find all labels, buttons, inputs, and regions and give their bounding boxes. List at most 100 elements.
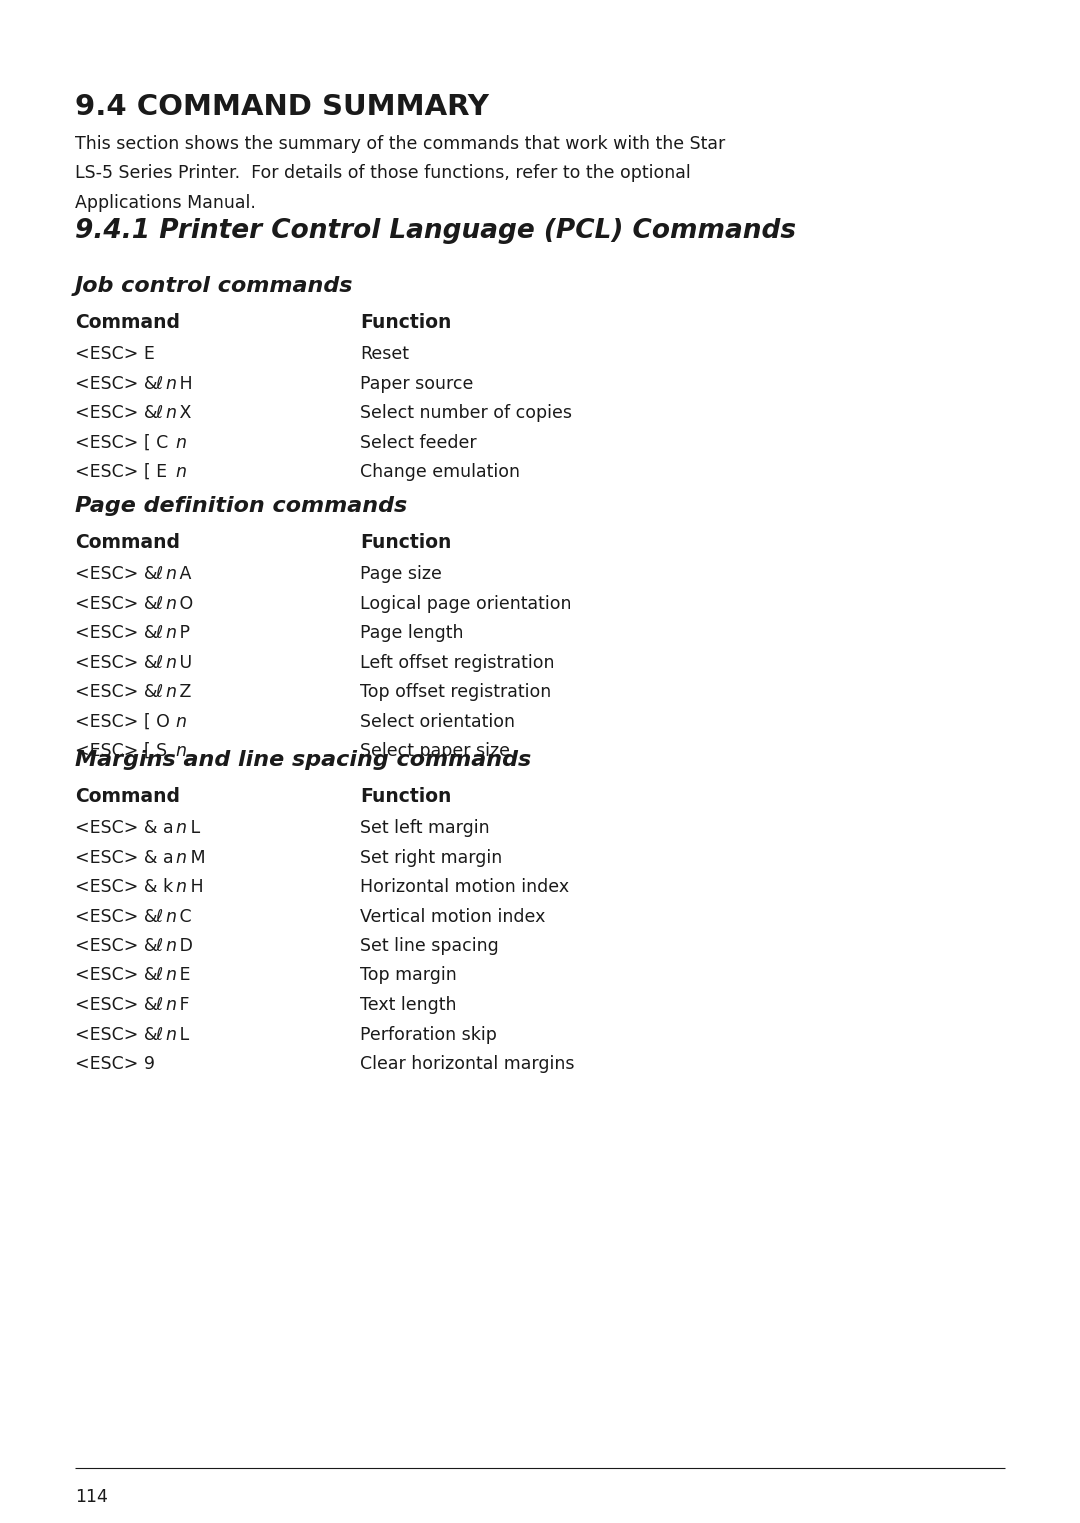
Text: <ESC> &: <ESC> & <box>75 996 163 1014</box>
Text: Select feeder: Select feeder <box>360 434 476 451</box>
Text: n: n <box>165 375 176 393</box>
Text: ℓ: ℓ <box>156 682 163 701</box>
Text: n: n <box>165 594 176 612</box>
Text: n: n <box>165 967 176 984</box>
Text: ℓ: ℓ <box>156 594 163 612</box>
Text: Vertical motion index: Vertical motion index <box>360 908 545 926</box>
Text: Set left margin: Set left margin <box>360 819 489 838</box>
Text: n: n <box>176 877 187 896</box>
Text: Left offset registration: Left offset registration <box>360 653 554 672</box>
Text: Reset: Reset <box>360 346 409 362</box>
Text: n: n <box>176 713 187 731</box>
Text: n: n <box>165 404 176 422</box>
Text: ℓ: ℓ <box>156 565 163 583</box>
Text: Text length: Text length <box>360 996 457 1014</box>
Text: Select paper size: Select paper size <box>360 742 510 760</box>
Text: <ESC> &: <ESC> & <box>75 937 163 955</box>
Text: <ESC> [ S: <ESC> [ S <box>75 742 173 760</box>
Text: P: P <box>174 624 190 643</box>
Text: <ESC> &: <ESC> & <box>75 967 163 984</box>
Text: n: n <box>165 624 176 643</box>
Text: U: U <box>174 653 192 672</box>
Text: n: n <box>165 996 176 1014</box>
Text: ℓ: ℓ <box>156 937 163 955</box>
Text: Logical page orientation: Logical page orientation <box>360 594 571 612</box>
Text: A: A <box>174 565 191 583</box>
Text: Applications Manual.: Applications Manual. <box>75 193 256 212</box>
Text: <ESC> E: <ESC> E <box>75 346 154 362</box>
Text: n: n <box>165 565 176 583</box>
Text: E: E <box>174 967 191 984</box>
Text: Change emulation: Change emulation <box>360 463 519 481</box>
Text: <ESC> &: <ESC> & <box>75 653 163 672</box>
Text: n: n <box>176 434 187 451</box>
Text: n: n <box>165 653 176 672</box>
Text: Function: Function <box>360 787 451 806</box>
Text: <ESC> &: <ESC> & <box>75 404 163 422</box>
Text: Clear horizontal margins: Clear horizontal margins <box>360 1055 575 1074</box>
Text: <ESC> & a: <ESC> & a <box>75 848 179 867</box>
Text: Z: Z <box>174 682 191 701</box>
Text: Page definition commands: Page definition commands <box>75 496 407 516</box>
Text: Job control commands: Job control commands <box>75 276 353 295</box>
Text: Paper source: Paper source <box>360 375 473 393</box>
Text: ℓ: ℓ <box>156 404 163 422</box>
Text: ℓ: ℓ <box>156 653 163 672</box>
Text: Page size: Page size <box>360 565 442 583</box>
Text: C: C <box>174 908 192 926</box>
Text: ℓ: ℓ <box>156 996 163 1014</box>
Text: <ESC> &: <ESC> & <box>75 908 163 926</box>
Text: Set right margin: Set right margin <box>360 848 502 867</box>
Text: <ESC> &: <ESC> & <box>75 624 163 643</box>
Text: <ESC> &: <ESC> & <box>75 375 163 393</box>
Text: n: n <box>165 1025 176 1043</box>
Text: <ESC> &: <ESC> & <box>75 682 163 701</box>
Text: L: L <box>185 819 200 838</box>
Text: n: n <box>165 682 176 701</box>
Text: <ESC> & a: <ESC> & a <box>75 819 179 838</box>
Text: This section shows the summary of the commands that work with the Star: This section shows the summary of the co… <box>75 136 726 152</box>
Text: n: n <box>176 848 187 867</box>
Text: Function: Function <box>360 314 451 332</box>
Text: ℓ: ℓ <box>156 1025 163 1043</box>
Text: Set line spacing: Set line spacing <box>360 937 499 955</box>
Text: LS-5 Series Printer.  For details of those functions, refer to the optional: LS-5 Series Printer. For details of thos… <box>75 164 691 183</box>
Text: H: H <box>174 375 193 393</box>
Text: <ESC> [ C: <ESC> [ C <box>75 434 174 451</box>
Text: n: n <box>176 463 187 481</box>
Text: <ESC> [ E: <ESC> [ E <box>75 463 173 481</box>
Text: n: n <box>176 819 187 838</box>
Text: H: H <box>185 877 204 896</box>
Text: Margins and line spacing commands: Margins and line spacing commands <box>75 749 531 771</box>
Text: L: L <box>174 1025 189 1043</box>
Text: M: M <box>185 848 205 867</box>
Text: Select number of copies: Select number of copies <box>360 404 572 422</box>
Text: Page length: Page length <box>360 624 463 643</box>
Text: Function: Function <box>360 533 451 551</box>
Text: Command: Command <box>75 533 180 551</box>
Text: n: n <box>176 742 187 760</box>
Text: ℓ: ℓ <box>156 624 163 643</box>
Text: X: X <box>174 404 191 422</box>
Text: 114: 114 <box>75 1488 108 1506</box>
Text: Command: Command <box>75 787 180 806</box>
Text: F: F <box>174 996 190 1014</box>
Text: ℓ: ℓ <box>156 375 163 393</box>
Text: Top offset registration: Top offset registration <box>360 682 551 701</box>
Text: <ESC> &: <ESC> & <box>75 1025 163 1043</box>
Text: O: O <box>174 594 193 612</box>
Text: <ESC> [ O: <ESC> [ O <box>75 713 175 731</box>
Text: <ESC> &: <ESC> & <box>75 594 163 612</box>
Text: ℓ: ℓ <box>156 908 163 926</box>
Text: 9.4.1 Printer Control Language (PCL) Commands: 9.4.1 Printer Control Language (PCL) Com… <box>75 218 796 244</box>
Text: <ESC> 9: <ESC> 9 <box>75 1055 156 1074</box>
Text: Select orientation: Select orientation <box>360 713 515 731</box>
Text: n: n <box>165 937 176 955</box>
Text: Command: Command <box>75 314 180 332</box>
Text: Top margin: Top margin <box>360 967 457 984</box>
Text: <ESC> &: <ESC> & <box>75 565 163 583</box>
Text: Perforation skip: Perforation skip <box>360 1025 497 1043</box>
Text: 9.4 COMMAND SUMMARY: 9.4 COMMAND SUMMARY <box>75 93 489 120</box>
Text: <ESC> & k: <ESC> & k <box>75 877 178 896</box>
Text: D: D <box>174 937 193 955</box>
